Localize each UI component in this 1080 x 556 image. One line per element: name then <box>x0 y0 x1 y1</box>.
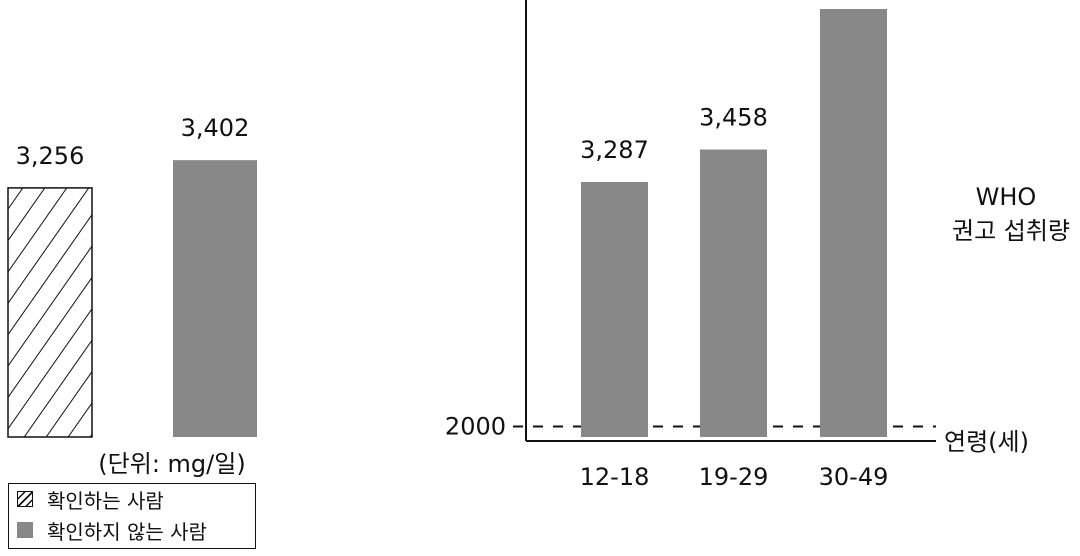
right-chart: 2000 WHO 권고 섭취량 3,287 3,458 12-18 19-29 … <box>445 0 1070 491</box>
x-axis-label: 연령(세) <box>944 428 1029 456</box>
bar-value-label: 3,287 <box>580 136 649 164</box>
hatched-swatch-icon <box>17 491 33 507</box>
x-tick-label: 30-49 <box>819 463 889 491</box>
unit-label: (단위: mg/일) <box>98 450 245 478</box>
bar-value-label: 3,256 <box>16 142 85 170</box>
reference-line-label-who: WHO <box>976 183 1037 211</box>
legend-label: 확인하는 사람 <box>47 488 164 513</box>
left-chart: 3,256 3,402 (단위: mg/일) <box>7 114 257 478</box>
legend: 확인하는 사람 확인하지 않는 사람 <box>8 483 256 549</box>
reference-line-label-recommended-intake: 권고 섭취량 <box>952 217 1070 245</box>
bar-age-12-18 <box>581 182 648 437</box>
bar-value-label: 3,458 <box>699 104 768 132</box>
bar-age-30-49 <box>820 9 887 437</box>
bar-age-19-29 <box>700 149 767 437</box>
legend-item-solid-gray: 확인하지 않는 사람 <box>17 519 207 544</box>
bar-not-check-label <box>173 160 257 438</box>
bar-value-label: 3,402 <box>181 114 250 142</box>
x-tick-label: 19-29 <box>699 463 769 491</box>
gray-swatch-icon <box>17 522 33 538</box>
legend-label: 확인하지 않는 사람 <box>47 519 207 544</box>
reference-tick-label: 2000 <box>445 413 506 441</box>
legend-item-hatched: 확인하는 사람 <box>17 488 164 513</box>
x-tick-label: 12-18 <box>580 463 650 491</box>
bar-check-label <box>7 187 93 438</box>
